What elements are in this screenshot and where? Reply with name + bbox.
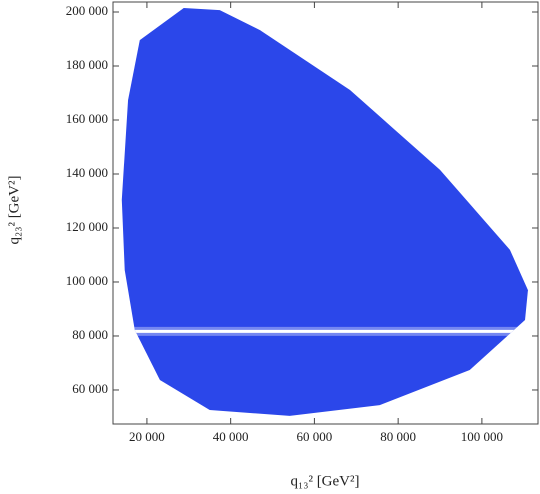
y-tick-label: 120 000 xyxy=(66,219,108,234)
x-axis-label: q₁₃² [GeV²] xyxy=(290,473,359,489)
x-tick-label: 100 000 xyxy=(461,429,503,444)
x-tick-label: 20 000 xyxy=(129,429,165,444)
x-tick-label: 60 000 xyxy=(297,429,333,444)
y-tick-label: 80 000 xyxy=(72,327,108,342)
x-tick-label: 80 000 xyxy=(380,429,416,444)
y-tick-label: 100 000 xyxy=(66,273,108,288)
y-tick-label: 200 000 xyxy=(66,3,108,18)
y-tick-label: 160 000 xyxy=(66,111,108,126)
y-tick-label: 140 000 xyxy=(66,165,108,180)
plot-frame xyxy=(112,1,539,425)
y-tick-label: 180 000 xyxy=(66,57,108,72)
x-tick-label: 40 000 xyxy=(213,429,249,444)
y-tick-label: 60 000 xyxy=(72,381,108,396)
allowed-region xyxy=(121,7,528,416)
y-axis-label: q₂₃² [GeV²] xyxy=(6,175,22,244)
